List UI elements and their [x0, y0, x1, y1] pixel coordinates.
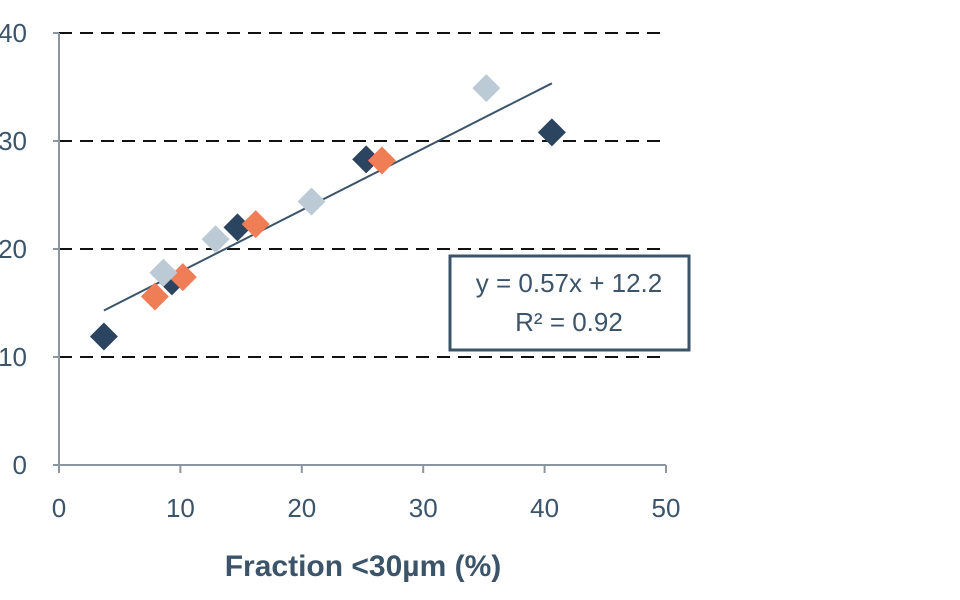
tick-labels: 0 10 20 30 40 50 0 10 20 30 40 [0, 18, 680, 523]
equation-box-border [448, 254, 691, 352]
data-point-diamond [241, 210, 270, 239]
data-point-diamond [168, 263, 197, 292]
y-tick-label: 0 [13, 450, 27, 480]
equation-text: y = 0.57x + 12.2 [476, 268, 662, 298]
data-point-diamond [297, 187, 326, 216]
x-tick-label: 20 [287, 493, 316, 523]
axes [53, 32, 667, 473]
y-tick-label: 10 [0, 342, 27, 372]
x-tick-label: 10 [166, 493, 195, 523]
y-tick-label: 20 [0, 234, 27, 264]
data-points [89, 74, 566, 351]
data-point-diamond [352, 145, 381, 174]
x-tick-label: 30 [409, 493, 438, 523]
y-tick-label: 40 [0, 18, 27, 48]
equation-box: y = 0.57x + 12.2 R² = 0.92 [448, 254, 691, 352]
data-point-diamond [140, 282, 169, 311]
x-tick-label: 0 [52, 493, 66, 523]
data-point-diamond [89, 322, 118, 351]
grid-lines [59, 32, 666, 358]
data-point-diamond [201, 225, 230, 254]
x-axis-label: Fraction <30µm (%) [225, 550, 502, 583]
data-point-diamond [537, 118, 566, 147]
data-point-diamond [472, 74, 501, 103]
r-squared-text: R² = 0.92 [515, 307, 623, 337]
data-point-diamond [223, 213, 252, 242]
x-tick-label: 50 [652, 493, 681, 523]
data-point-diamond [367, 146, 396, 175]
y-tick-label: 30 [0, 126, 27, 156]
data-point-diamond [149, 258, 178, 287]
x-tick-label: 40 [530, 493, 559, 523]
